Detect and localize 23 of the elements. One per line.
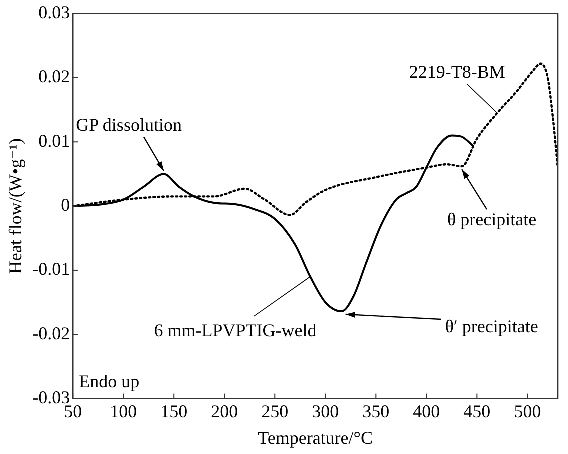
- x-tick-label: 250: [262, 401, 289, 422]
- x-tick-label: 300: [312, 401, 340, 422]
- y-tick-label: 0.02: [38, 66, 70, 87]
- y-tick-label: 0.01: [38, 130, 70, 151]
- annotation: θ precipitate: [447, 209, 537, 230]
- y-axis-title: Heat flow/(W•g⁻¹): [6, 138, 26, 274]
- y-tick-label: 0: [61, 195, 70, 216]
- y-tick-label: -0.02: [32, 323, 70, 344]
- x-tick-label: 200: [211, 401, 238, 422]
- legend-label: 6 mm-LPVPTIG-weld: [154, 320, 317, 341]
- x-tick-label: 500: [514, 401, 542, 422]
- x-tick-label: 150: [160, 401, 188, 422]
- x-tick-label: 400: [413, 401, 440, 422]
- annotation: GP dissolution: [76, 114, 182, 135]
- x-axis-title: Temperature/°C: [258, 428, 373, 448]
- x-tick-label: 100: [110, 401, 138, 422]
- annotation: θ′ precipitate: [445, 316, 538, 336]
- annotation: Endo up: [79, 372, 140, 392]
- y-tick-label: -0.01: [32, 259, 70, 280]
- series-label: 2219-T8-BM: [409, 62, 506, 82]
- y-tick-label: 0.03: [38, 2, 70, 23]
- x-tick-label: 350: [362, 401, 390, 422]
- x-tick-label: 450: [464, 401, 491, 422]
